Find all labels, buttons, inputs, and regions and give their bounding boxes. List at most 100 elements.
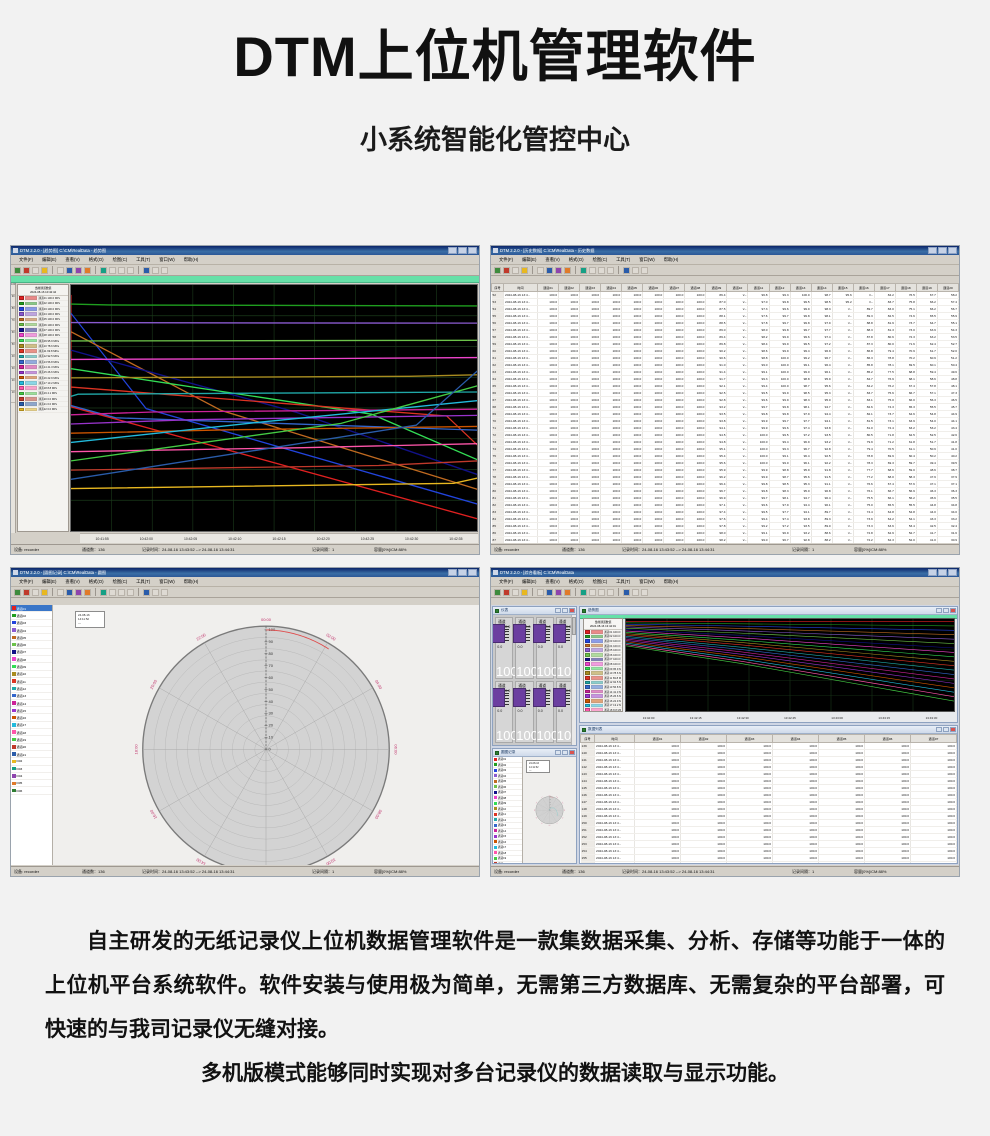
menu-item-window[interactable]: 窗口(W) — [159, 578, 175, 584]
channel-list[interactable]: 通道01 通道02 通道03 通道04 通道05 通道06 通道07 通道08 通道09 通道10… — [11, 605, 53, 865]
zoom-out-icon[interactable] — [127, 588, 134, 596]
legend-row[interactable]: 通道03 100.0 MPa — [584, 639, 622, 644]
trend-legend[interactable]: 当前通道数值 2024-08-16 10:42:44 通道01 100.0 MP… — [17, 284, 69, 532]
menu-item-format[interactable]: 格式(O) — [568, 256, 584, 262]
legend-row[interactable]: 通道15 26.6 MPa — [18, 370, 68, 376]
legend-row[interactable]: 通道21 0.0 MPa — [18, 402, 68, 408]
axis-icon[interactable] — [66, 588, 73, 596]
pane-controls[interactable] — [555, 608, 576, 613]
legend-row[interactable]: 通道02 100.0 MPa — [18, 301, 68, 307]
legend-row[interactable]: 通道06 100.0 MPa — [584, 652, 622, 658]
menu-item-chart[interactable]: 绘图(C) — [112, 256, 128, 262]
column-header[interactable]: 通道02 — [680, 734, 727, 744]
cursor-icon[interactable] — [623, 588, 630, 596]
cursor-icon[interactable] — [623, 266, 630, 274]
channel-list-item[interactable]: 通道06 — [493, 785, 522, 790]
table-row[interactable]: 151 2024-08-16 13:4... 100.0 100.0 100.0 100.… — [580, 826, 957, 835]
stop-icon[interactable] — [503, 266, 510, 274]
stop-icon[interactable] — [23, 588, 30, 596]
table-row[interactable]: 87 2024-08-16 13:4... 100.0 100.0 100.0 100.0… — [491, 536, 959, 543]
table-row[interactable]: 66 2024-08-16 13:4... 100.0 100.0 100.0 100.0… — [491, 389, 959, 397]
table-row[interactable]: 65 2024-08-16 13:4... 100.0 100.0 100.0 100.0… — [491, 382, 959, 390]
menu-item-chart[interactable]: 绘图(C) — [592, 256, 608, 262]
menu-item-help[interactable]: 帮助(H) — [183, 256, 199, 262]
table-row[interactable]: 74 2024-08-16 13:4... 100.0 100.0 100.0 100.0… — [491, 445, 959, 453]
trend-legend[interactable]: 当前通道数值 2024-08-16 13:44:01 通道01 100.0 MP… — [583, 618, 623, 713]
column-header[interactable]: 时间 — [503, 283, 538, 292]
legend-row[interactable]: 通道19 4.1 MPa — [18, 391, 68, 397]
table-row[interactable]: 145 2024-08-16 13:4... 100.0 100.0 100.0 100.… — [580, 784, 957, 793]
save-icon[interactable] — [152, 588, 159, 596]
table-row[interactable]: 69 2024-08-16 13:4... 100.0 100.0 100.0 100.0… — [491, 410, 959, 418]
channel-list-item[interactable]: 通道11 — [11, 678, 52, 686]
table-row[interactable]: 143 2024-08-16 13:4... 100.0 100.0 100.0 100.… — [580, 770, 957, 779]
column-header[interactable]: 通道12 — [768, 283, 791, 292]
legend-row[interactable]: 通道18 8.8 MPa — [18, 386, 68, 392]
table-row[interactable]: 78 2024-08-16 13:4... 100.0 100.0 100.0 100.0… — [491, 473, 959, 481]
column-header[interactable]: 通道07 — [663, 283, 686, 292]
zoom-in-icon[interactable] — [118, 588, 125, 596]
column-header[interactable]: 通道19 — [915, 283, 938, 292]
new-chart-icon[interactable] — [537, 266, 544, 274]
table-row[interactable]: 54 2024-08-16 13:4... 100.0 100.0 100.0 100.0… — [491, 305, 959, 313]
legend-row[interactable]: 通道03 100.0 MPa — [18, 306, 68, 312]
maximize-icon[interactable] — [562, 750, 568, 755]
trend-plot[interactable] — [69, 284, 478, 532]
close-icon[interactable] — [569, 608, 575, 613]
column-header[interactable]: 通道03 — [726, 734, 773, 744]
channel-list-item[interactable]: 通道01 — [493, 757, 522, 763]
channel-list-item[interactable]: 通道15 — [493, 834, 522, 840]
settings-icon[interactable] — [641, 266, 648, 274]
stop-icon[interactable] — [23, 266, 30, 274]
legend-row[interactable]: 通道16 22.9 MPa — [18, 375, 68, 381]
channel-list-item[interactable]: 通道14 — [493, 829, 522, 834]
table-row[interactable]: 63 2024-08-16 13:4... 100.0 100.0 100.0 100.0… — [491, 368, 959, 376]
save-icon[interactable] — [632, 266, 639, 274]
menu-item-chart[interactable]: 绘图(C) — [112, 578, 128, 584]
channel-list-item[interactable]: 通道02 — [493, 763, 522, 768]
menu-item-tools[interactable]: 工具(T) — [136, 256, 151, 262]
column-header[interactable]: 时间 — [594, 734, 635, 744]
window-controls[interactable] — [448, 247, 477, 254]
column-header[interactable]: 通道05 — [621, 283, 644, 292]
legend-row[interactable]: 通道11 69.8 MPa — [584, 675, 622, 681]
tool-bar[interactable] — [11, 587, 479, 598]
table-row[interactable]: 85 2024-08-16 13:4... 100.0 100.0 100.0 100.0… — [491, 522, 959, 530]
table-body[interactable]: 52 2024-08-16 13:4... 100.0 100.0 100.0 100.0… — [491, 291, 959, 543]
channel-list-item[interactable]: 通道12 — [11, 685, 52, 693]
channel-list-item[interactable]: 通道20 — [493, 862, 522, 863]
menu-item-tools[interactable]: 工具(T) — [616, 256, 631, 262]
channel-list-item[interactable]: 通道01 — [11, 605, 52, 613]
legend-row[interactable]: 通道11 69.8 MPa — [18, 349, 68, 355]
channel-list-item[interactable]: 通道10 — [11, 671, 52, 678]
minimize-icon[interactable] — [928, 247, 937, 254]
menu-item-edit[interactable]: 编辑(E) — [522, 256, 537, 262]
maximize-icon[interactable] — [938, 569, 947, 576]
menu-item-chart[interactable]: 绘图(C) — [592, 578, 608, 584]
new-chart-icon[interactable] — [57, 266, 64, 274]
channel-list-item[interactable]: 通道05 — [11, 634, 52, 642]
table-row[interactable]: 148 2024-08-16 13:4... 100.0 100.0 100.0 100.… — [580, 805, 957, 814]
open-icon[interactable] — [512, 266, 519, 274]
meter-scrollbar[interactable] — [571, 615, 576, 745]
column-header[interactable]: 通道16 — [852, 283, 875, 292]
menu-item-view[interactable]: 查看(V) — [65, 578, 80, 584]
channel-list-item[interactable]: 通道10 — [493, 807, 522, 812]
settings-icon[interactable] — [641, 588, 648, 596]
export-icon[interactable] — [109, 588, 116, 596]
legend-row[interactable]: 通道08 100.0 MPa — [584, 662, 622, 667]
legend-row[interactable]: 通道20 0.0 MPa — [18, 396, 68, 402]
table-row[interactable]: 77 2024-08-16 13:4... 100.0 100.0 100.0 100.0… — [491, 466, 959, 474]
table-row[interactable]: 79 2024-08-16 13:4... 100.0 100.0 100.0 100.0… — [491, 480, 959, 488]
table-row[interactable]: 59 2024-08-16 13:4... 100.0 100.0 100.0 100.0… — [491, 340, 959, 348]
legend-icon[interactable] — [555, 588, 562, 596]
table-body[interactable]: 139 2024-08-16 13:4... 100.0 100.0 100.0 100.… — [580, 742, 957, 863]
table-row[interactable]: 153 2024-08-16 13:4... 100.0 100.0 100.0 100.… — [580, 840, 957, 849]
circle-pane-body[interactable]: 通道01 通道02 通道03 通道04 通道05 通道06 通道07 通道08 通道09 通道10… — [493, 757, 576, 863]
column-header[interactable]: 通道03 — [579, 283, 602, 292]
table-row[interactable]: 61 2024-08-16 13:4... 100.0 100.0 100.0 100.0… — [491, 354, 959, 362]
